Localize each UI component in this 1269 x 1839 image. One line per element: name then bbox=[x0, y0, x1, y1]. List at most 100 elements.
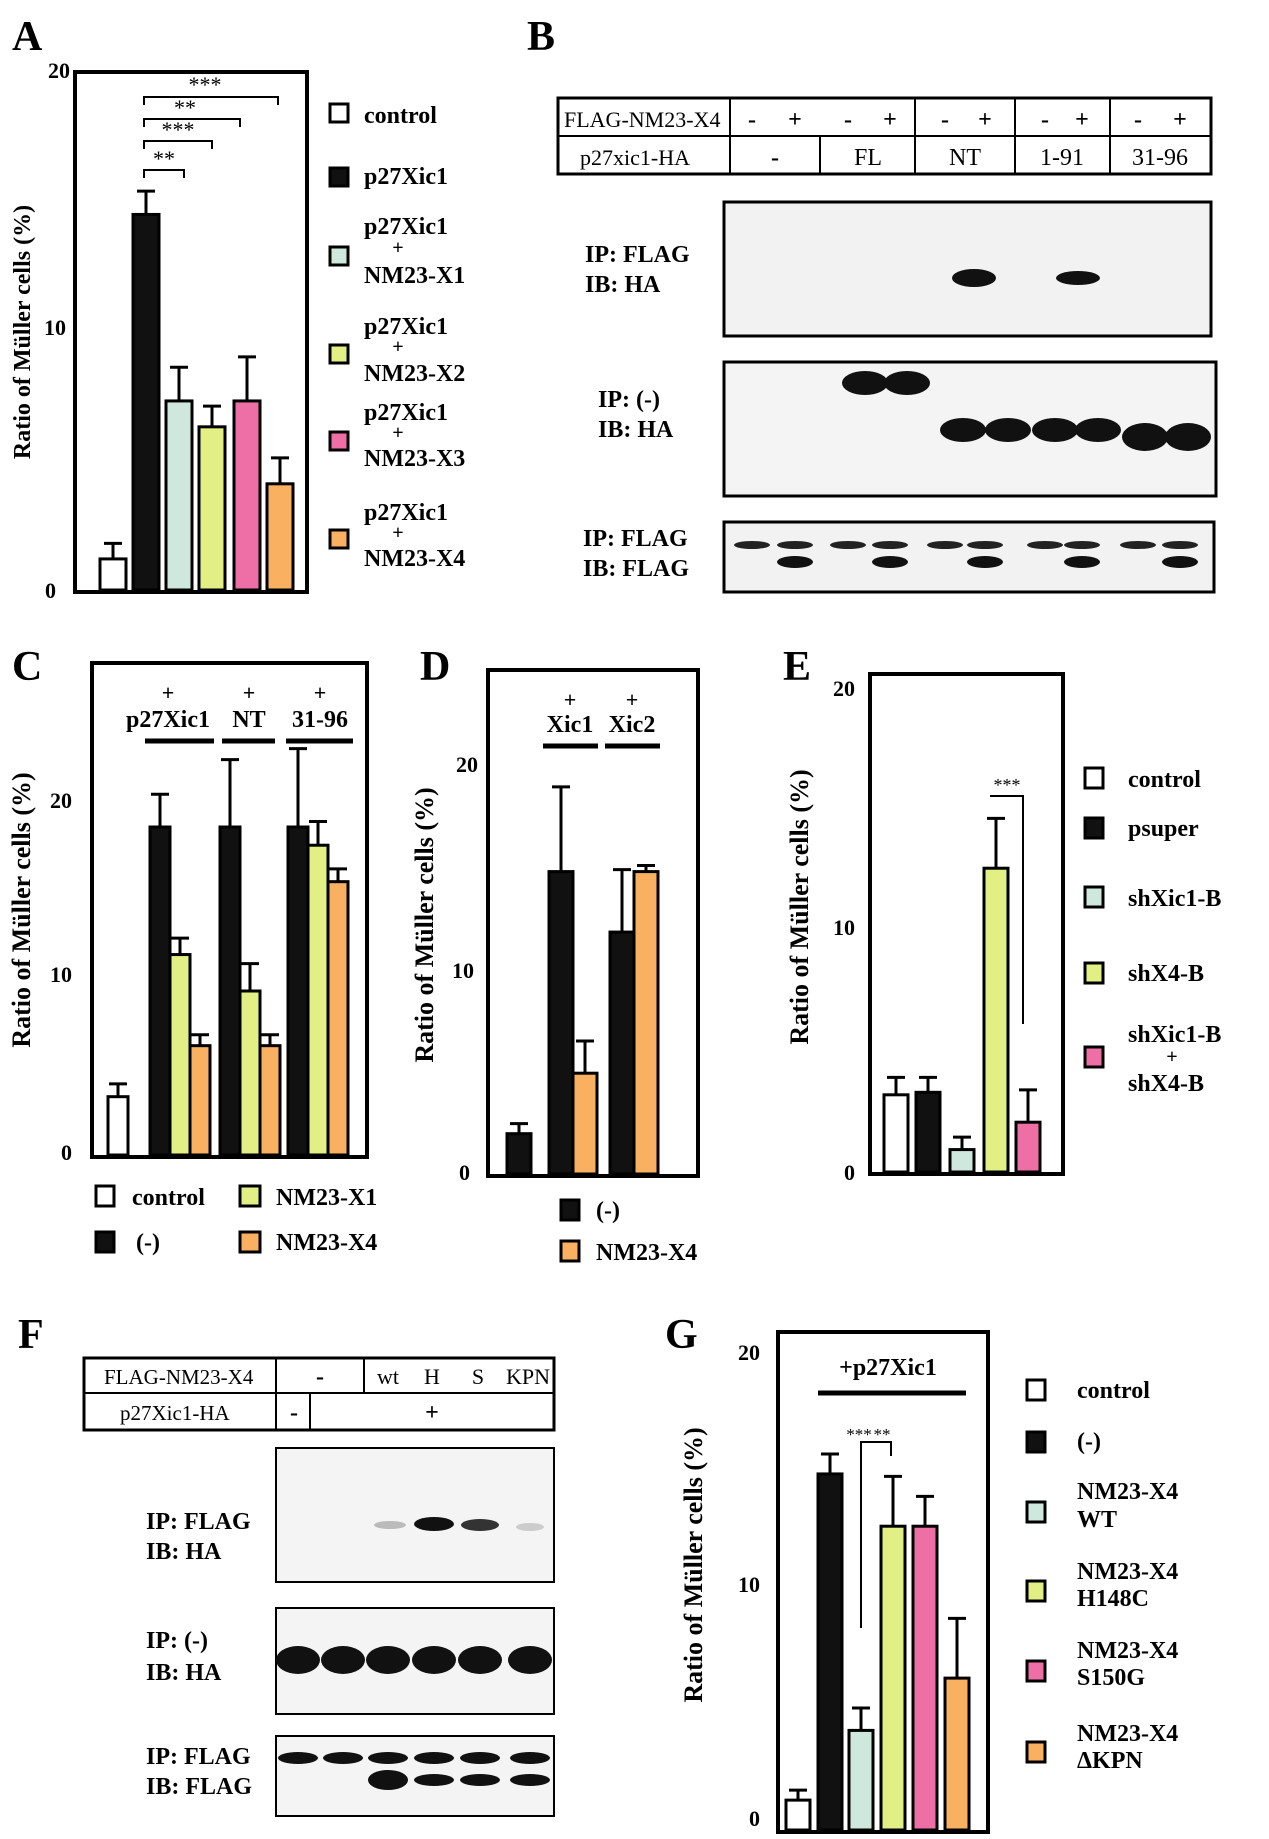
panel-e-frame bbox=[868, 672, 1065, 1176]
legend-label: shX4-B bbox=[1128, 1071, 1204, 1097]
blot-label: IP: (-) bbox=[146, 1628, 208, 1654]
bar bbox=[914, 1090, 942, 1174]
blot-band bbox=[830, 541, 866, 549]
blot-bands bbox=[734, 541, 1198, 568]
sign-cell: - bbox=[316, 1364, 324, 1390]
blot-band bbox=[368, 1770, 408, 1790]
group-cell: FL bbox=[854, 145, 882, 171]
blot-label: IB: HA bbox=[585, 272, 661, 298]
blot-band bbox=[516, 1523, 544, 1531]
sign-cell: - bbox=[844, 107, 852, 133]
panel-c-frame bbox=[90, 661, 369, 1159]
legend-label: shXic1-B bbox=[1128, 886, 1221, 912]
blot-band bbox=[1032, 418, 1078, 442]
panel-a: 0 10 20 Ratio of Müller cells (%) *** **… bbox=[10, 58, 465, 603]
panel-e-ytick: 10 bbox=[833, 915, 855, 940]
panel-g-ylabel: Ratio of Müller cells (%) bbox=[679, 1427, 708, 1702]
bar bbox=[547, 870, 575, 1176]
panel-b: FLAG-NM23-X4 - + - + - + - + - + p27xic1… bbox=[556, 96, 1218, 594]
blot-band bbox=[1027, 541, 1063, 549]
blot-band bbox=[1120, 541, 1156, 549]
legend-label: NM23-X4 bbox=[1077, 1721, 1178, 1747]
sign-cell: + bbox=[978, 107, 992, 133]
bar bbox=[286, 825, 310, 1157]
row-label-flag-nm23-x4: FLAG-NM23-X4 bbox=[104, 1365, 254, 1389]
blot-label: IB: FLAG bbox=[583, 556, 689, 582]
legend-label: control bbox=[1128, 767, 1201, 793]
legend-swatch bbox=[1025, 1500, 1047, 1524]
bar bbox=[106, 1095, 130, 1157]
sign-cell: + bbox=[1075, 107, 1089, 133]
panel-label-b: B bbox=[527, 14, 555, 60]
group-header: +p27Xic1 bbox=[839, 1355, 937, 1381]
legend-swatch bbox=[1025, 1579, 1047, 1603]
legend-swatch bbox=[1025, 1378, 1047, 1402]
blot-band bbox=[458, 1646, 502, 1674]
legend-swatch bbox=[1025, 1430, 1047, 1454]
panel-g-ytick: 10 bbox=[738, 1572, 760, 1597]
sig-bracket-3 bbox=[143, 140, 213, 149]
sig-bracket-2 bbox=[143, 118, 241, 127]
bar bbox=[571, 1071, 599, 1176]
sign-cell: H bbox=[424, 1364, 440, 1389]
blot-band bbox=[884, 371, 930, 395]
legend-plus: + bbox=[392, 422, 403, 444]
legend-label: NM23-X1 bbox=[364, 263, 465, 289]
sig-label: *** bbox=[994, 775, 1021, 795]
sign-cell: KPN bbox=[506, 1364, 550, 1389]
blot-label: IP: FLAG bbox=[146, 1509, 251, 1535]
legend-label: control bbox=[1077, 1378, 1150, 1404]
blot-band bbox=[985, 418, 1031, 442]
blot-band bbox=[1075, 418, 1121, 442]
sig-bracket-4 bbox=[143, 169, 185, 178]
panel-g-bars bbox=[784, 1452, 971, 1832]
blot-band bbox=[414, 1774, 454, 1786]
legend-label: NM23-X4 bbox=[276, 1230, 377, 1256]
blot-label: IB: HA bbox=[146, 1539, 222, 1565]
sign-cell: + bbox=[788, 107, 802, 133]
group-cell: 31-96 bbox=[1132, 145, 1188, 171]
panel-d: 0 10 20 Ratio of Müller cells (%) + Xic1… bbox=[410, 668, 700, 1266]
legend-label: NM23-X4 bbox=[1077, 1559, 1178, 1585]
group-label: p27Xic1 bbox=[126, 707, 210, 733]
panel-label-g: G bbox=[665, 1312, 698, 1358]
bar bbox=[188, 1044, 212, 1157]
legend-swatch bbox=[94, 1230, 116, 1254]
panel-g: 0 10 20 Ratio of Müller cells (%) +p27Xi… bbox=[679, 1330, 1178, 1834]
bar bbox=[943, 1676, 971, 1832]
group-cell: 1-91 bbox=[1040, 145, 1084, 171]
group-plus: + bbox=[626, 687, 639, 712]
bar bbox=[197, 425, 227, 592]
bar bbox=[164, 399, 194, 592]
bar bbox=[911, 1524, 939, 1832]
panel-a-frame bbox=[73, 70, 309, 594]
blot-band bbox=[412, 1646, 456, 1674]
blot-band bbox=[278, 1752, 318, 1764]
blot-label: IP: FLAG bbox=[146, 1744, 251, 1770]
panel-c-legend: control NM23-X1 (-) NM23-X4 bbox=[94, 1184, 377, 1256]
bar bbox=[784, 1798, 812, 1832]
group-plus: + bbox=[564, 687, 577, 712]
sig-label: *** bbox=[846, 1425, 872, 1444]
bar bbox=[148, 825, 172, 1157]
legend-label: p27Xic1 bbox=[364, 500, 448, 526]
bar bbox=[326, 880, 350, 1157]
panel-d-ytick: 10 bbox=[452, 958, 474, 983]
row-label-flag-nm23-x4: FLAG-NM23-X4 bbox=[564, 107, 720, 132]
sig-label-3: *** bbox=[162, 117, 195, 142]
sig-bracket bbox=[860, 1441, 892, 1628]
legend-swatch bbox=[1025, 1659, 1047, 1683]
blot-ip-flag-ib-ha bbox=[275, 1447, 555, 1583]
legend-swatch-nm23-x3 bbox=[328, 430, 350, 452]
blot-ip-flag-ib-ha bbox=[722, 200, 1213, 338]
legend-swatch-nm23-x4 bbox=[328, 528, 350, 550]
legend-label: p27Xic1 bbox=[364, 400, 448, 426]
bar bbox=[232, 399, 262, 592]
legend-swatch bbox=[238, 1230, 262, 1254]
legend-swatch bbox=[559, 1239, 581, 1263]
sig-bracket-1 bbox=[143, 96, 279, 105]
bar bbox=[632, 870, 660, 1176]
bar bbox=[98, 557, 128, 592]
panel-b-condition-table: FLAG-NM23-X4 - + - + - + - + - + p27xic1… bbox=[556, 96, 1213, 176]
group-plus: + bbox=[162, 680, 175, 705]
